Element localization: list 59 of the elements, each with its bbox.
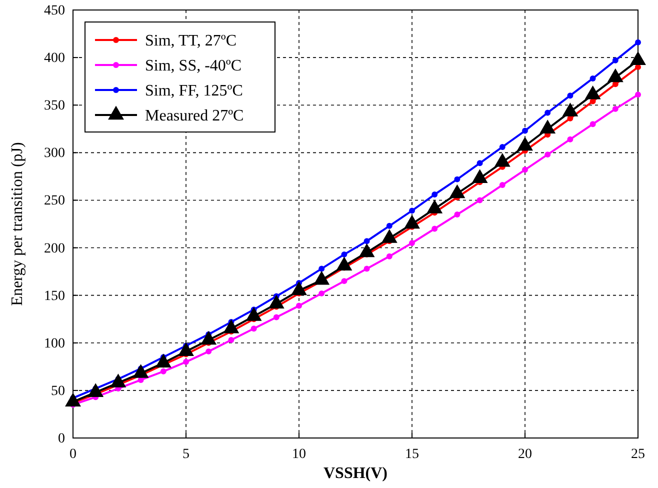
point xyxy=(386,222,392,229)
y-tick-label: 250 xyxy=(44,194,65,209)
point xyxy=(567,136,574,142)
y-tick-label: 350 xyxy=(44,98,65,114)
y-tick-label: 0 xyxy=(58,431,65,446)
y-tick-label: 200 xyxy=(44,241,65,256)
y-tick-label: 100 xyxy=(44,336,65,352)
point xyxy=(318,266,325,272)
point xyxy=(206,348,212,354)
point xyxy=(544,110,551,116)
x-axis-title: VSSH(V) xyxy=(323,465,388,482)
point xyxy=(612,57,618,64)
point xyxy=(341,278,348,284)
point xyxy=(364,266,370,272)
legend-label: Sim, FF, 125ºC xyxy=(145,82,243,100)
legend-label: Measured 27ºC xyxy=(145,108,244,125)
point xyxy=(499,182,506,188)
x-tick-label: 10 xyxy=(292,446,306,462)
y-axis-title: Energy per transition (pJ) xyxy=(9,142,26,306)
point xyxy=(296,302,302,309)
point xyxy=(364,238,370,244)
point xyxy=(522,128,528,134)
x-tick-label: 0 xyxy=(70,446,76,462)
point xyxy=(183,358,189,365)
y-tick-label: 50 xyxy=(51,384,65,399)
legend-label: Sim, SS, -40ºC xyxy=(145,58,242,75)
point xyxy=(386,253,392,260)
y-tick-label: 450 xyxy=(44,3,65,18)
y-tick-label: 300 xyxy=(44,146,65,162)
point xyxy=(273,314,280,320)
point xyxy=(432,192,438,198)
x-tick-label: 15 xyxy=(405,446,419,462)
point xyxy=(432,226,438,232)
x-tick-label: 25 xyxy=(631,446,645,462)
point xyxy=(476,160,483,166)
point xyxy=(590,121,596,128)
point xyxy=(522,166,528,173)
point xyxy=(228,337,234,344)
point xyxy=(635,92,641,98)
y-tick-label: 400 xyxy=(44,51,65,66)
point xyxy=(341,251,348,258)
x-tick-label: 20 xyxy=(518,446,532,462)
legend-label: Sim, TT, 27ºC xyxy=(145,32,236,50)
point xyxy=(590,76,596,82)
point xyxy=(160,368,166,374)
point xyxy=(544,152,551,158)
point xyxy=(409,208,415,214)
x-tick-label: 5 xyxy=(182,446,190,462)
point xyxy=(318,290,325,296)
point xyxy=(454,212,460,218)
point xyxy=(250,326,257,332)
point xyxy=(409,240,415,246)
point xyxy=(567,92,574,99)
point xyxy=(635,39,641,46)
point xyxy=(476,197,483,204)
point xyxy=(499,144,506,150)
point xyxy=(612,106,618,112)
y-tick-label: 150 xyxy=(44,288,65,304)
point xyxy=(454,176,460,182)
